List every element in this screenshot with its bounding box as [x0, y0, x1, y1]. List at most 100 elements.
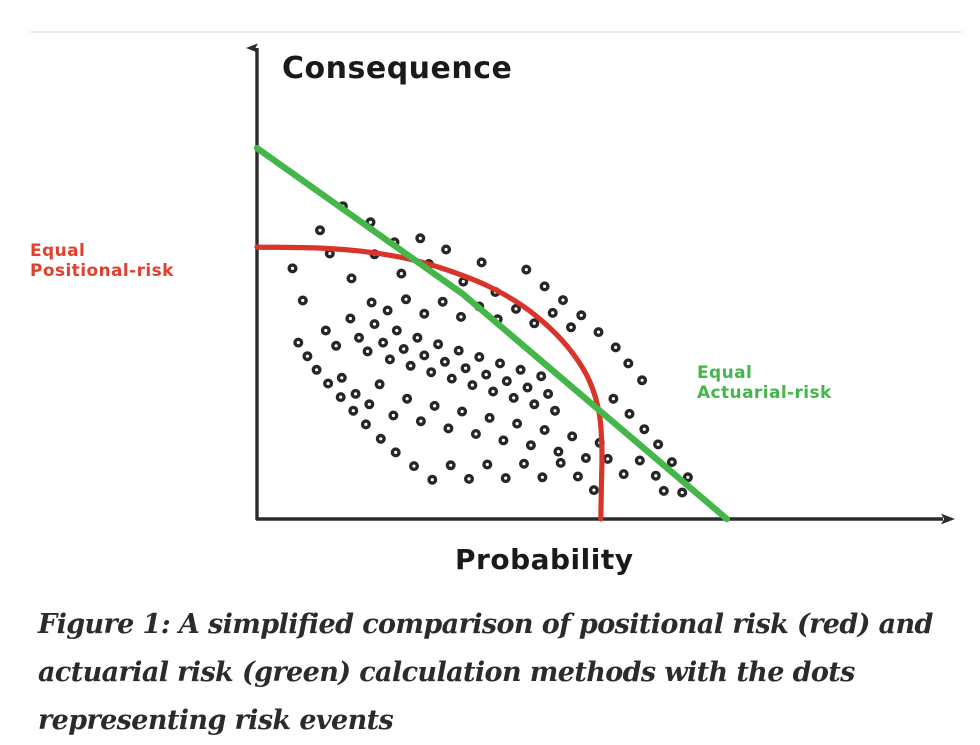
- figure-caption: Figure 1: A simplified comparison of pos…: [38, 609, 933, 736]
- risk-event-dot: [539, 425, 550, 436]
- risk-event-dot: [482, 459, 493, 470]
- risk-event-dot: [618, 469, 629, 480]
- risk-event-dot: [398, 344, 409, 355]
- risk-event-dot: [415, 416, 426, 427]
- risk-event-dot: [498, 435, 509, 446]
- top-divider-rule: [30, 31, 962, 33]
- risk-event-dot: [427, 474, 438, 485]
- risk-event-dot: [315, 225, 326, 236]
- risk-event-dot: [519, 458, 530, 469]
- risk-event-dot: [567, 431, 578, 442]
- risk-event-dot: [360, 419, 371, 430]
- risk-event-dot: [572, 471, 583, 482]
- risk-event-dot: [529, 399, 540, 410]
- risk-event-dot: [682, 472, 693, 483]
- x-axis-title: Probability: [455, 543, 634, 576]
- risk-event-dot: [512, 418, 523, 429]
- y-axis-title: Consequence: [282, 51, 513, 86]
- risk-event-dot: [488, 386, 499, 397]
- risk-event-dot: [287, 263, 298, 274]
- risk-event-dot: [382, 305, 393, 316]
- risk-event-dot: [375, 433, 386, 444]
- risk-event-dot: [335, 392, 346, 403]
- risk-event-dot: [484, 412, 495, 423]
- risk-event-dot: [302, 351, 313, 362]
- risk-event-dot: [536, 371, 547, 382]
- risk-event-dot: [419, 350, 430, 361]
- risk-event-dot: [437, 296, 448, 307]
- risk-event-dot: [412, 332, 423, 343]
- risk-event-dot: [453, 345, 464, 356]
- risk-event-dot: [297, 295, 308, 306]
- risk-event-dot: [511, 303, 522, 314]
- risk-event-dot: [566, 322, 577, 333]
- risk-event-dot: [602, 453, 613, 464]
- risk-event-dot: [525, 440, 536, 451]
- risk-event-dot: [500, 473, 511, 484]
- risk-event-dot: [446, 373, 457, 384]
- risk-event-dot: [576, 310, 587, 321]
- risk-event-dot: [658, 485, 669, 496]
- scatter-points-group: [287, 201, 693, 498]
- risk-event-dot: [474, 352, 485, 363]
- equal-positional-risk-curve: [254, 244, 605, 522]
- equal-actuarial-risk-label: Equal Actuarial-risk: [697, 363, 832, 403]
- risk-scatter-plot: [0, 0, 955, 525]
- risk-event-dot: [336, 372, 347, 383]
- risk-event-dot: [650, 470, 661, 481]
- risk-event-dot: [550, 405, 561, 416]
- risk-event-dot: [378, 337, 389, 348]
- risk-event-dot: [522, 382, 533, 393]
- risk-event-dot: [610, 342, 621, 353]
- risk-event-dot: [426, 367, 437, 378]
- risk-event-dot: [543, 388, 554, 399]
- risk-event-dot: [521, 264, 532, 275]
- risk-event-dot: [369, 319, 380, 330]
- risk-event-dot: [639, 424, 650, 435]
- risk-event-dot: [481, 369, 492, 380]
- risk-event-dot: [348, 405, 359, 416]
- risk-event-dot: [388, 410, 399, 421]
- risk-event-dot: [384, 354, 395, 365]
- risk-event-dot: [515, 364, 526, 375]
- risk-event-dot: [374, 379, 385, 390]
- risk-event-dot: [588, 485, 599, 496]
- risk-event-dot: [401, 294, 412, 305]
- risk-event-dot: [293, 337, 304, 348]
- risk-event-dot: [470, 429, 481, 440]
- risk-event-dot: [354, 332, 365, 343]
- risk-event-dot: [433, 339, 444, 350]
- risk-event-dot: [456, 311, 467, 322]
- risk-event-dot: [637, 375, 648, 386]
- risk-event-dot: [580, 453, 591, 464]
- risk-event-dot: [331, 340, 342, 351]
- risk-event-dot: [323, 378, 334, 389]
- risk-event-dot: [391, 325, 402, 336]
- risk-event-dot: [623, 358, 634, 369]
- risk-event-dot: [409, 461, 420, 472]
- risk-event-dot: [508, 392, 519, 403]
- risk-event-dot: [677, 487, 688, 498]
- risk-event-dot: [553, 446, 564, 457]
- risk-event-dot: [547, 307, 558, 318]
- risk-event-dot: [653, 439, 664, 450]
- risk-event-dot: [429, 400, 440, 411]
- risk-event-dot: [402, 393, 413, 404]
- risk-event-dot: [467, 380, 478, 391]
- risk-event-dot: [555, 457, 566, 468]
- risk-event-dot: [366, 297, 377, 308]
- risk-event-dot: [476, 257, 487, 268]
- risk-event-dot: [350, 388, 361, 399]
- risk-event-dot: [415, 233, 426, 244]
- risk-event-dot: [501, 376, 512, 387]
- risk-event-dot: [320, 325, 331, 336]
- risk-event-dot: [345, 313, 356, 324]
- risk-event-dot: [362, 346, 373, 357]
- risk-event-dot: [419, 308, 430, 319]
- risk-event-dot: [539, 281, 550, 292]
- risk-event-dot: [558, 295, 569, 306]
- risk-event-dot: [390, 447, 401, 458]
- risk-event-dot: [464, 473, 475, 484]
- risk-event-dot: [608, 393, 619, 404]
